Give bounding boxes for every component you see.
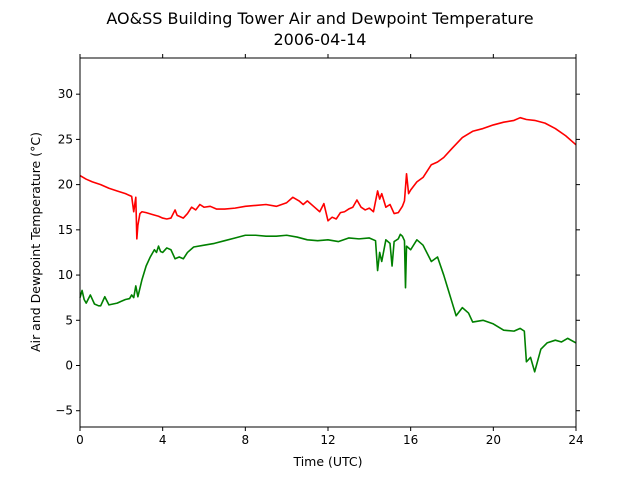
x-axis-label: Time (UTC) <box>292 454 362 469</box>
y-tick-label: 20 <box>58 178 73 192</box>
y-axis-label: Air and Dewpoint Temperature (°C) <box>28 132 43 352</box>
x-axis: 0 4 8 12 16 20 24 <box>76 54 584 447</box>
x-tick-label: 16 <box>403 433 418 447</box>
plot-lines <box>79 116 577 373</box>
x-tick-label: 12 <box>320 433 335 447</box>
y-tick-label: 10 <box>58 268 73 282</box>
y-tick-label: 5 <box>65 313 73 327</box>
chart-title: AO&SS Building Tower Air and Dewpoint Te… <box>106 9 533 28</box>
series-line-0 <box>79 116 577 240</box>
y-tick-label: 30 <box>58 87 73 101</box>
y-tick-label: 0 <box>65 359 73 373</box>
y-tick-label: 25 <box>58 132 73 146</box>
x-tick-label: 24 <box>568 433 583 447</box>
y-tick-label: 15 <box>58 223 73 237</box>
chart-subtitle: 2006-04-14 <box>274 30 367 49</box>
y-tick-label: −5 <box>55 404 73 418</box>
x-tick-label: 4 <box>159 433 167 447</box>
x-tick-label: 8 <box>242 433 250 447</box>
series-line-1 <box>79 233 577 373</box>
x-tick-label: 20 <box>486 433 501 447</box>
y-axis: −5 0 5 10 15 20 25 30 <box>55 87 580 418</box>
plot-frame <box>79 57 577 428</box>
x-tick-label: 0 <box>76 433 84 447</box>
